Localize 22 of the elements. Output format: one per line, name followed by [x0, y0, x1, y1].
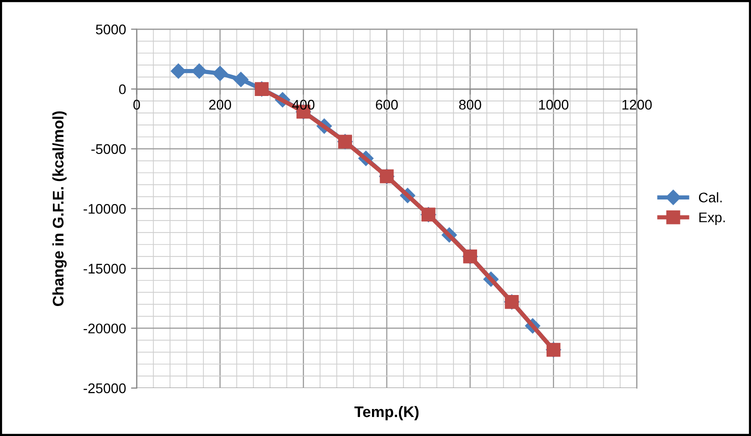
y-tick-label: -10000 — [84, 204, 126, 214]
x-tick-label: 1200 — [622, 100, 652, 110]
y-tick-label: 5000 — [96, 24, 126, 34]
y-tick-label: -20000 — [84, 324, 126, 334]
x-tick-label: 0 — [133, 100, 140, 110]
x-tick-label: 1000 — [539, 100, 568, 110]
legend-label: Exp. — [699, 212, 725, 226]
y-tick-label: -5000 — [91, 144, 126, 154]
y-axis-title: Change in G.F.E. (kcal/mol) — [52, 111, 67, 306]
x-axis-title: Temp.(K) — [354, 406, 419, 420]
x-tick-label: 400 — [292, 100, 314, 110]
point — [212, 66, 228, 82]
x-tick-label: 600 — [376, 100, 398, 110]
point — [192, 64, 207, 79]
point — [170, 64, 186, 79]
x-tick-label: 800 — [459, 100, 482, 110]
point — [233, 72, 248, 88]
x-tick-label: 200 — [209, 100, 232, 110]
y-tick-label: 0 — [119, 84, 126, 94]
legend-label: Cal. — [698, 192, 722, 202]
y-tick-label: -15000 — [84, 264, 126, 274]
y-tick-label: -25000 — [84, 383, 126, 394]
